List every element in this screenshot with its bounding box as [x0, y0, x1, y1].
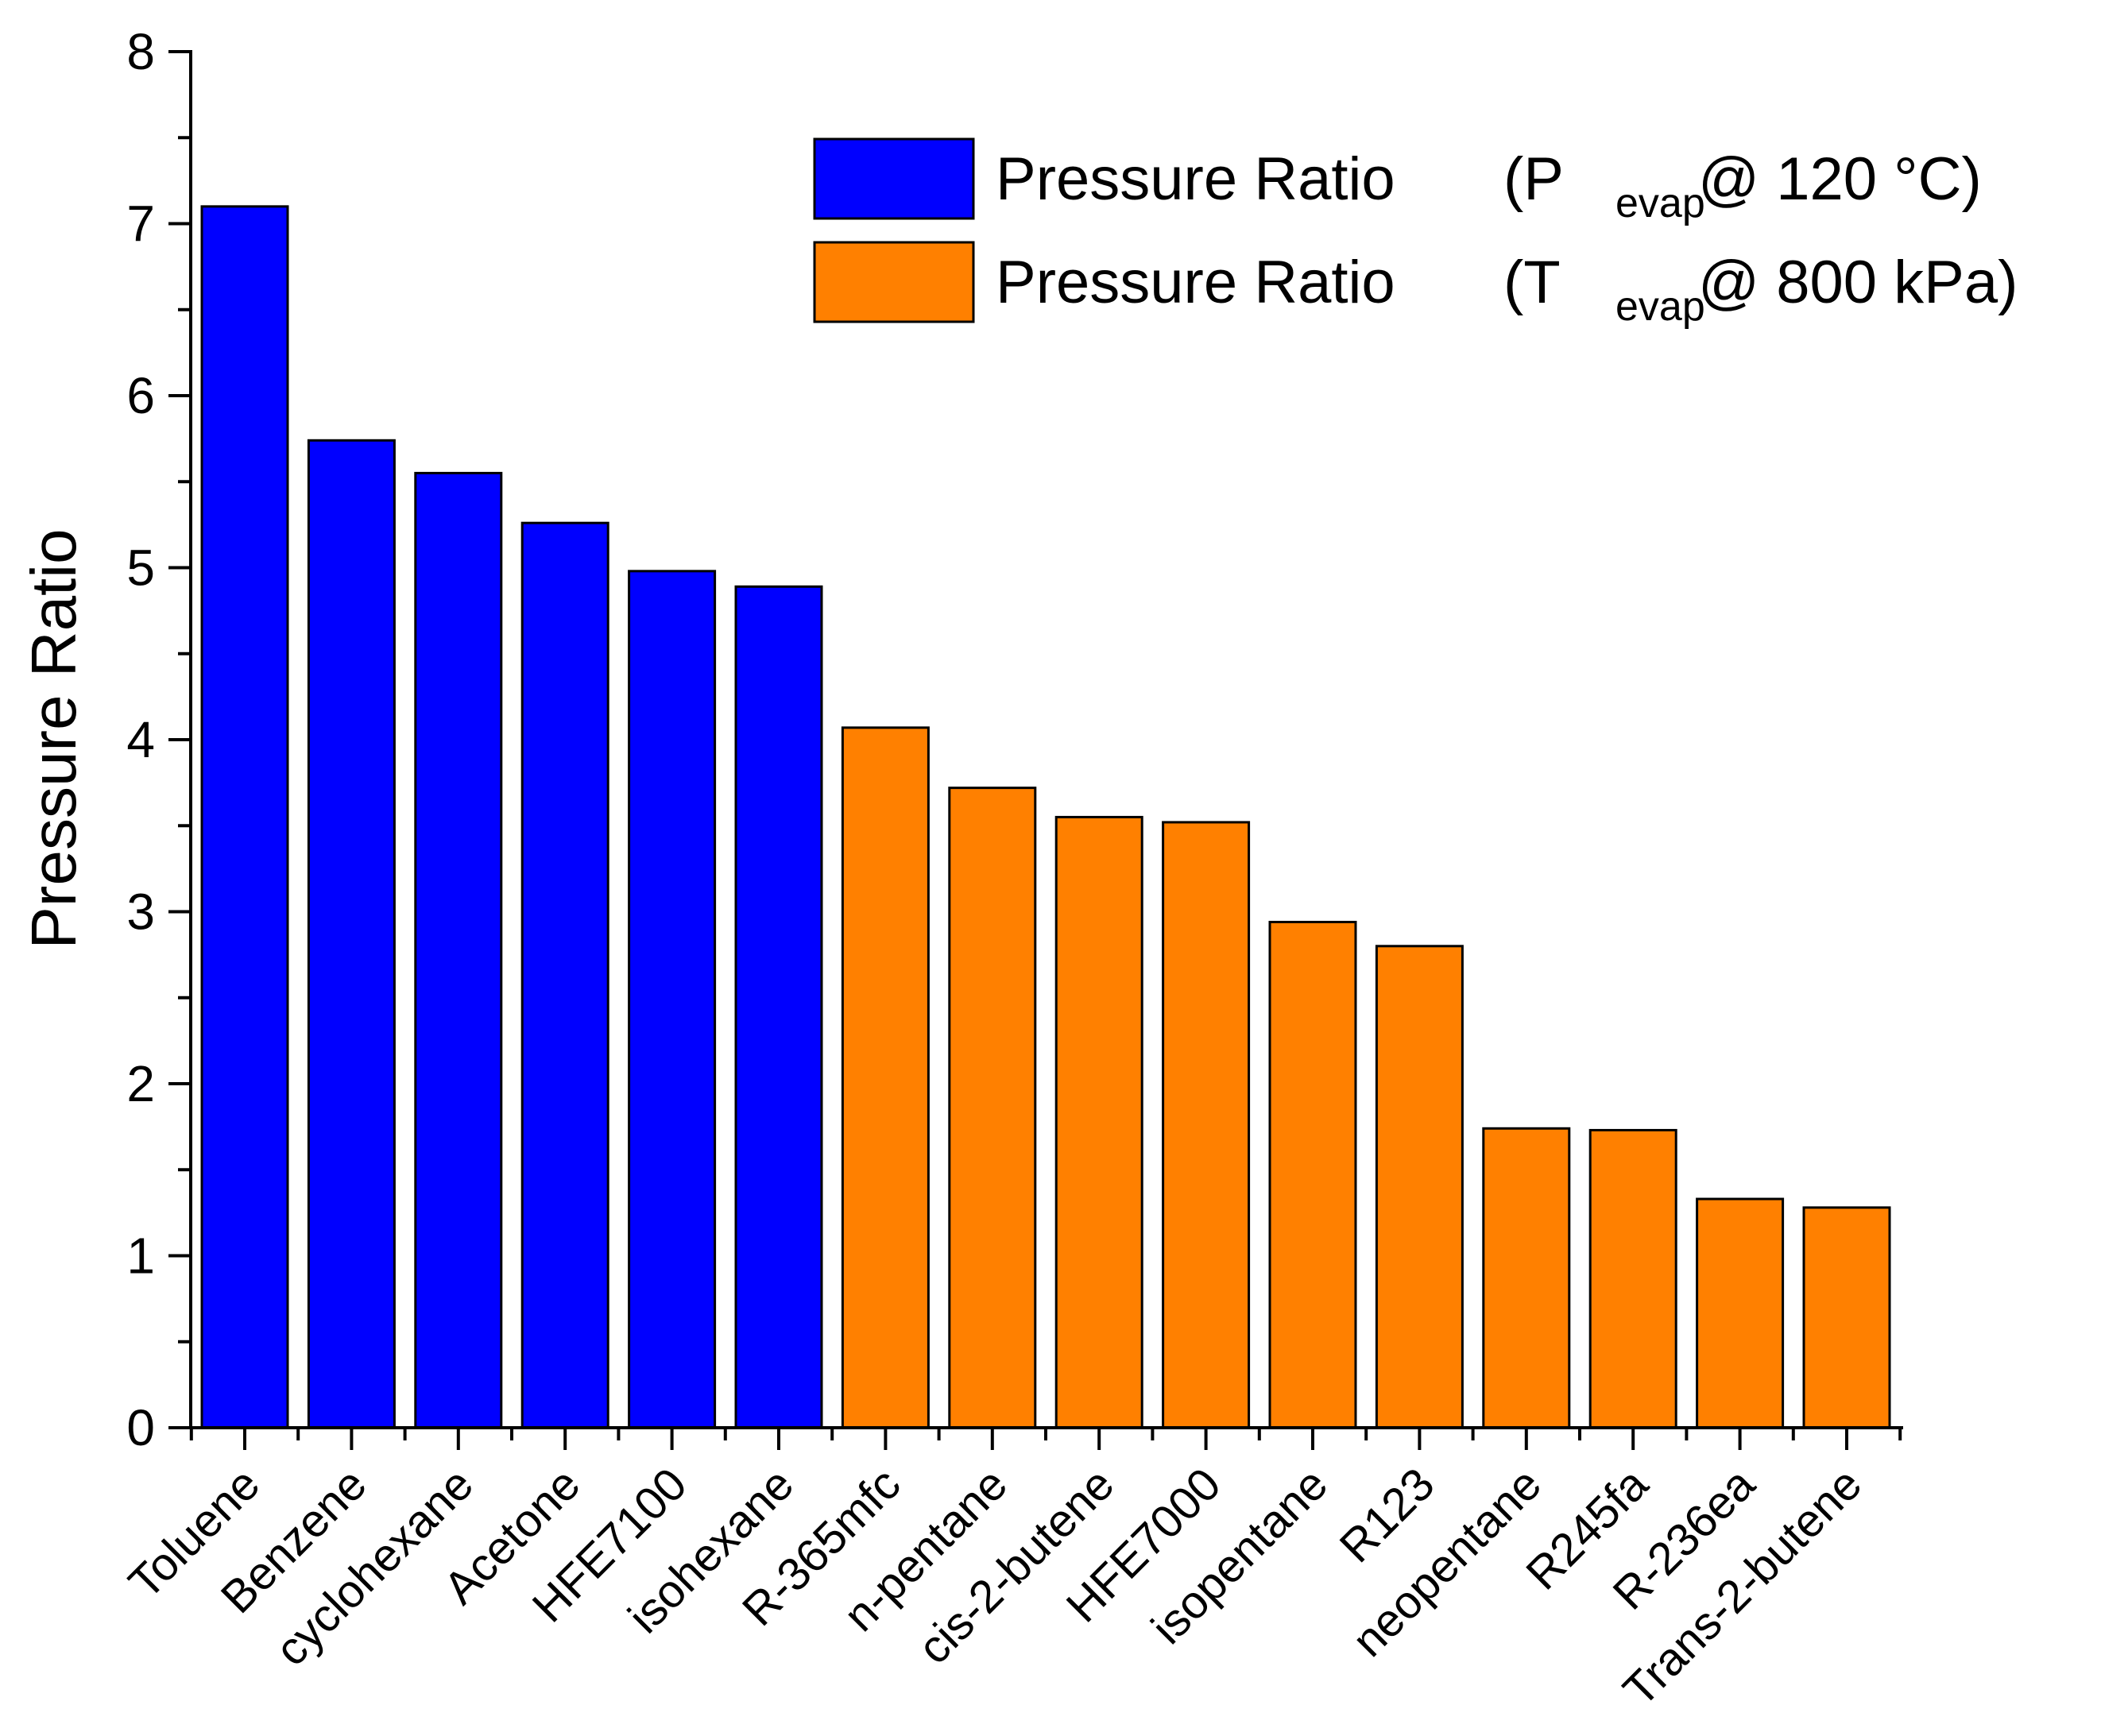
bar-cis-2-butene	[1054, 815, 1143, 1429]
legend-label-open: (T	[1503, 249, 1561, 316]
bar-r245fa	[1588, 1128, 1677, 1429]
legend-label-open: (P	[1503, 145, 1564, 213]
bar-r123	[1375, 945, 1464, 1429]
bar-cyclohexane	[414, 471, 503, 1429]
y-tick-label: 5	[126, 539, 155, 597]
bar-neopentane	[1482, 1127, 1571, 1429]
y-tick-label: 7	[126, 195, 155, 253]
bar-toluene	[200, 205, 289, 1429]
y-tick-label: 2	[126, 1055, 155, 1112]
y-tick-label: 3	[126, 883, 155, 941]
bar-n-pentane	[948, 787, 1037, 1429]
legend-label-close: @ 120 °C)	[1698, 145, 1982, 213]
legend: Pressure Ratio (P evap@ 120 °C)Pressure Ra…	[813, 137, 2018, 330]
legend-swatch	[813, 241, 975, 323]
bar-hfe7100	[628, 570, 717, 1429]
bar-benzene	[307, 439, 396, 1429]
bar-hfe7000	[1162, 821, 1251, 1429]
legend-label: Pressure Ratio	[996, 249, 1395, 316]
legend-label-close: @ 800 kPa)	[1698, 249, 2018, 316]
y-tick-label: 1	[126, 1228, 155, 1285]
y-tick-label: 6	[126, 367, 155, 424]
legend-swatch	[813, 137, 975, 220]
y-tick-label: 0	[126, 1399, 155, 1456]
bar-trans-2-butene	[1802, 1206, 1891, 1429]
bar-r-365mfc	[841, 726, 930, 1429]
bar-acetone	[520, 521, 609, 1429]
bar-r-236ea	[1696, 1197, 1785, 1429]
bars-layer	[200, 205, 1891, 1429]
bar-isopentane	[1268, 920, 1357, 1429]
y-tick-label: 4	[126, 711, 155, 768]
y-axis-label: Pressure Ratio	[18, 528, 89, 949]
legend-label-subscript: evap	[1615, 284, 1705, 330]
bar-isohexane	[734, 585, 823, 1429]
legend-label-subscript: evap	[1615, 180, 1705, 226]
legend-label: Pressure Ratio	[996, 145, 1395, 213]
y-tick-label: 8	[126, 23, 155, 80]
